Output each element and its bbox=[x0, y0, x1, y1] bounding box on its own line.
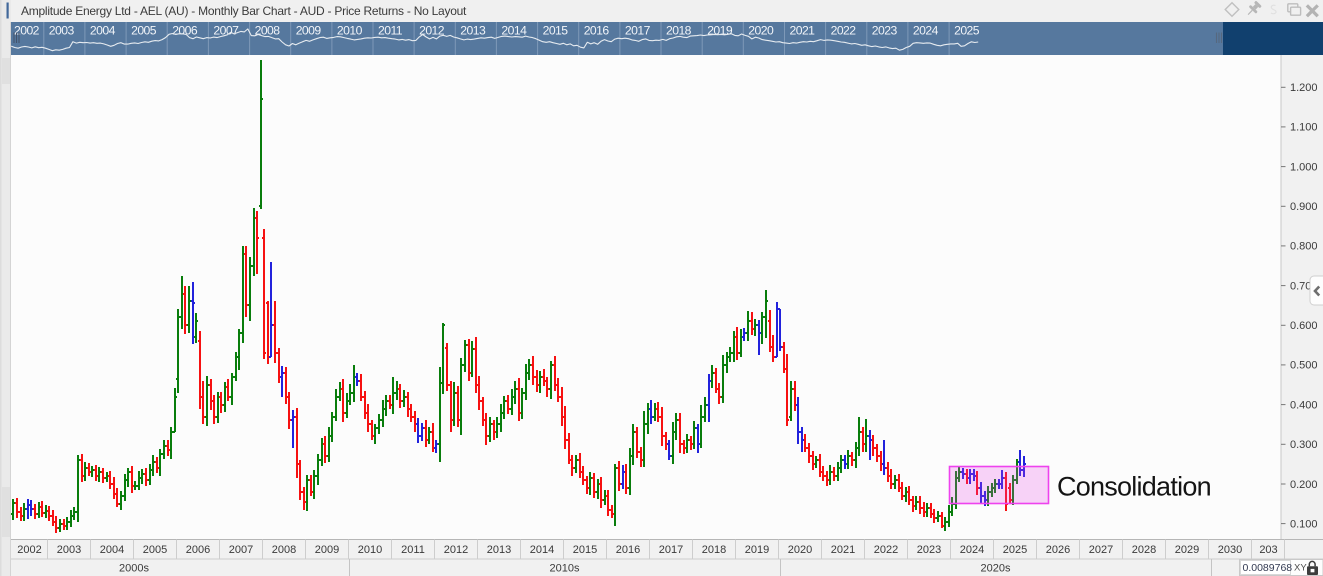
svg-text:2012: 2012 bbox=[419, 24, 445, 38]
svg-text:2009: 2009 bbox=[296, 24, 322, 38]
svg-text:2020: 2020 bbox=[748, 24, 774, 38]
svg-text:2004: 2004 bbox=[90, 24, 116, 38]
svg-text:2002: 2002 bbox=[17, 544, 41, 556]
svg-text:2003: 2003 bbox=[49, 24, 75, 38]
svg-text:1.000: 1.000 bbox=[1290, 161, 1318, 173]
svg-text:2024: 2024 bbox=[960, 544, 984, 556]
svg-text:2018: 2018 bbox=[702, 544, 726, 556]
svg-text:2022: 2022 bbox=[831, 24, 857, 38]
svg-text:2019: 2019 bbox=[707, 24, 733, 38]
svg-text:0.600: 0.600 bbox=[1290, 320, 1318, 332]
svg-text:2010: 2010 bbox=[358, 544, 382, 556]
svg-text:2022: 2022 bbox=[874, 544, 898, 556]
svg-text:2012: 2012 bbox=[444, 544, 468, 556]
svg-text:2021: 2021 bbox=[831, 544, 855, 556]
svg-text:2025: 2025 bbox=[1003, 544, 1027, 556]
svg-text:2004: 2004 bbox=[100, 544, 124, 556]
svg-text:2013: 2013 bbox=[487, 544, 511, 556]
svg-text:0.400: 0.400 bbox=[1290, 399, 1318, 411]
svg-text:Consolidation: Consolidation bbox=[1057, 472, 1211, 502]
svg-text:2016: 2016 bbox=[616, 544, 640, 556]
svg-text:2025: 2025 bbox=[954, 24, 980, 38]
svg-text:2007: 2007 bbox=[229, 544, 253, 556]
svg-text:2008: 2008 bbox=[255, 24, 281, 38]
svg-text:2006: 2006 bbox=[186, 544, 210, 556]
svg-text:2030: 2030 bbox=[1218, 544, 1242, 556]
svg-text:0.900: 0.900 bbox=[1290, 201, 1318, 213]
svg-text:0.300: 0.300 bbox=[1290, 439, 1318, 451]
svg-text:2026: 2026 bbox=[1046, 544, 1070, 556]
svg-text:2016: 2016 bbox=[584, 24, 610, 38]
svg-text:2017: 2017 bbox=[659, 544, 683, 556]
svg-text:2015: 2015 bbox=[543, 24, 569, 38]
svg-text:2010: 2010 bbox=[337, 24, 363, 38]
svg-text:2019: 2019 bbox=[745, 544, 769, 556]
svg-text:203: 203 bbox=[1259, 544, 1277, 556]
svg-text:2008: 2008 bbox=[272, 544, 296, 556]
svg-text:2011: 2011 bbox=[401, 544, 425, 556]
svg-text:2023: 2023 bbox=[917, 544, 941, 556]
svg-text:2015: 2015 bbox=[573, 544, 597, 556]
svg-text:0.500: 0.500 bbox=[1290, 360, 1318, 372]
svg-text:2014: 2014 bbox=[530, 544, 554, 556]
svg-text:2006: 2006 bbox=[172, 24, 198, 38]
svg-text:0.800: 0.800 bbox=[1290, 241, 1318, 253]
svg-text:1.100: 1.100 bbox=[1290, 122, 1318, 134]
svg-text:2011: 2011 bbox=[378, 24, 403, 38]
svg-text:2023: 2023 bbox=[872, 24, 898, 38]
svg-text:2018: 2018 bbox=[666, 24, 692, 38]
svg-text:2002: 2002 bbox=[14, 24, 40, 38]
svg-text:2000s: 2000s bbox=[119, 563, 149, 575]
svg-text:2021: 2021 bbox=[790, 24, 816, 38]
svg-text:2010s: 2010s bbox=[550, 563, 580, 575]
svg-text:XY: XY bbox=[1294, 563, 1307, 574]
svg-text:2028: 2028 bbox=[1132, 544, 1156, 556]
svg-text:0.100: 0.100 bbox=[1290, 518, 1318, 530]
svg-text:2017: 2017 bbox=[625, 24, 651, 38]
svg-text:2013: 2013 bbox=[460, 24, 486, 38]
svg-text:1.200: 1.200 bbox=[1290, 82, 1318, 94]
svg-text:2029: 2029 bbox=[1175, 544, 1199, 556]
svg-text:0.0089768: 0.0089768 bbox=[1243, 562, 1293, 574]
svg-text:2024: 2024 bbox=[913, 24, 939, 38]
svg-text:2005: 2005 bbox=[131, 24, 157, 38]
svg-text:2027: 2027 bbox=[1089, 544, 1113, 556]
svg-text:2014: 2014 bbox=[501, 24, 527, 38]
svg-text:2020s: 2020s bbox=[981, 563, 1011, 575]
svg-text:2003: 2003 bbox=[57, 544, 81, 556]
svg-text:2005: 2005 bbox=[143, 544, 167, 556]
svg-text:2020: 2020 bbox=[788, 544, 812, 556]
svg-text:0.200: 0.200 bbox=[1290, 479, 1318, 491]
svg-text:2009: 2009 bbox=[315, 544, 339, 556]
